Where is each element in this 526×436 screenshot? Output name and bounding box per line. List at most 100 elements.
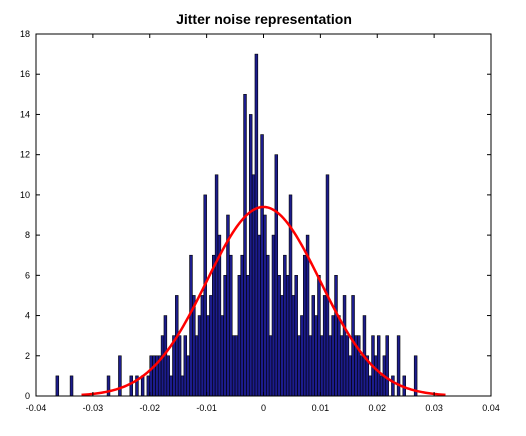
histogram-bar <box>223 275 227 397</box>
x-tick-label: 0.04 <box>482 403 500 413</box>
histogram-bar <box>257 234 261 397</box>
x-tick-label: -0.03 <box>83 403 104 413</box>
x-tick-label: 0.03 <box>425 403 443 413</box>
histogram-bar <box>55 375 60 397</box>
histogram-bar <box>177 335 182 397</box>
histogram-bar <box>325 174 330 397</box>
histogram-bar <box>231 335 236 397</box>
histogram-bar <box>317 275 321 397</box>
histogram-bar <box>263 214 267 397</box>
histogram-bar <box>166 355 170 397</box>
y-axis-ticks: 0 2 4 6 8 10 12 14 16 18 <box>20 29 491 401</box>
histogram-bar <box>328 335 333 397</box>
histogram-bar <box>374 355 378 397</box>
y-tick-label: 16 <box>20 69 30 79</box>
histogram-bar <box>274 154 279 397</box>
histogram-bar <box>220 315 224 397</box>
histogram-bar <box>379 375 384 397</box>
histogram-bar <box>280 295 284 397</box>
histogram-bar <box>314 315 318 397</box>
histogram-bar <box>359 355 364 397</box>
histogram-bar <box>303 254 307 397</box>
histogram-bar <box>254 53 259 397</box>
y-tick-label: 8 <box>25 230 30 240</box>
histogram-bar <box>266 254 270 397</box>
x-tick-label: -0.01 <box>196 403 217 413</box>
histogram-bar <box>246 275 250 397</box>
histogram-bar <box>320 335 324 397</box>
y-tick-label: 18 <box>20 29 30 39</box>
histogram-bar <box>200 295 205 397</box>
histogram-bar <box>118 355 122 397</box>
x-axis-ticks: -0.04 -0.03 -0.02 -0.01 0 0.01 0.02 0.03 0.04 <box>26 34 500 413</box>
histogram-bar <box>194 335 199 397</box>
histogram-bar <box>209 295 213 397</box>
histogram-bar <box>391 375 395 397</box>
histogram-bar <box>357 335 361 397</box>
histogram-bar <box>229 254 233 397</box>
histogram-bar <box>277 275 281 397</box>
y-tick-label: 4 <box>25 311 30 321</box>
histogram-bar <box>337 315 341 397</box>
y-tick-label: 10 <box>20 190 30 200</box>
gaussian-fit-curve <box>81 205 446 397</box>
y-tick-label: 0 <box>25 391 30 401</box>
histogram-bar <box>180 375 185 397</box>
y-tick-label: 14 <box>20 109 30 119</box>
x-tick-label: 0.01 <box>312 403 330 413</box>
histogram-bar <box>311 295 315 397</box>
histogram-bar <box>268 335 273 397</box>
y-tick-label: 6 <box>25 270 30 280</box>
histogram-bar <box>243 94 247 397</box>
histogram-bar <box>183 335 188 397</box>
y-tick-label: 12 <box>20 150 30 160</box>
histogram-bar <box>248 114 253 397</box>
histogram-bar <box>214 174 219 397</box>
histogram-bar <box>396 335 401 397</box>
histogram-bar <box>322 295 327 397</box>
histogram-bar <box>385 335 389 397</box>
histogram-bar <box>234 335 239 397</box>
histogram-bar <box>300 315 304 397</box>
histogram-bar <box>175 295 179 397</box>
histogram-bar <box>203 194 207 397</box>
histogram-bar <box>160 335 165 397</box>
histogram-bar <box>283 254 287 397</box>
histogram-bar <box>240 254 244 397</box>
histogram-bar <box>189 254 193 397</box>
histogram-bar <box>212 254 216 397</box>
chart-title: Jitter noise representation <box>176 11 352 27</box>
x-tick-label: -0.02 <box>139 403 160 413</box>
histogram-bar <box>149 355 153 397</box>
histogram-bar <box>291 295 296 397</box>
histogram-bar <box>339 335 344 397</box>
histogram-bar <box>169 375 173 397</box>
x-tick-label: -0.04 <box>26 403 47 413</box>
y-tick-label: 2 <box>25 351 30 361</box>
histogram-bar <box>285 275 290 397</box>
histogram-bar <box>294 275 298 397</box>
histogram-bar <box>334 275 338 397</box>
histogram-bar <box>197 315 202 397</box>
histogram-bar <box>129 375 133 397</box>
histogram-bar <box>271 234 276 397</box>
histogram-bar <box>348 355 352 397</box>
histogram-bar <box>186 355 190 397</box>
histogram-bar <box>206 315 210 397</box>
histogram-bar <box>331 315 335 397</box>
histogram-bar <box>297 335 301 397</box>
histogram-bar <box>368 375 372 397</box>
histogram-bar <box>152 355 156 397</box>
histogram-bar <box>260 134 264 397</box>
histogram-bar <box>69 375 74 397</box>
histogram-bar <box>345 335 350 397</box>
histogram-bar <box>140 375 145 397</box>
histogram-bar <box>351 295 355 397</box>
x-tick-label: 0 <box>261 403 266 413</box>
histogram-bar <box>342 295 347 397</box>
histogram-bar <box>106 375 111 397</box>
x-tick-label: 0.02 <box>368 403 386 413</box>
histogram-bar <box>237 275 242 397</box>
histogram-bar <box>308 335 313 397</box>
